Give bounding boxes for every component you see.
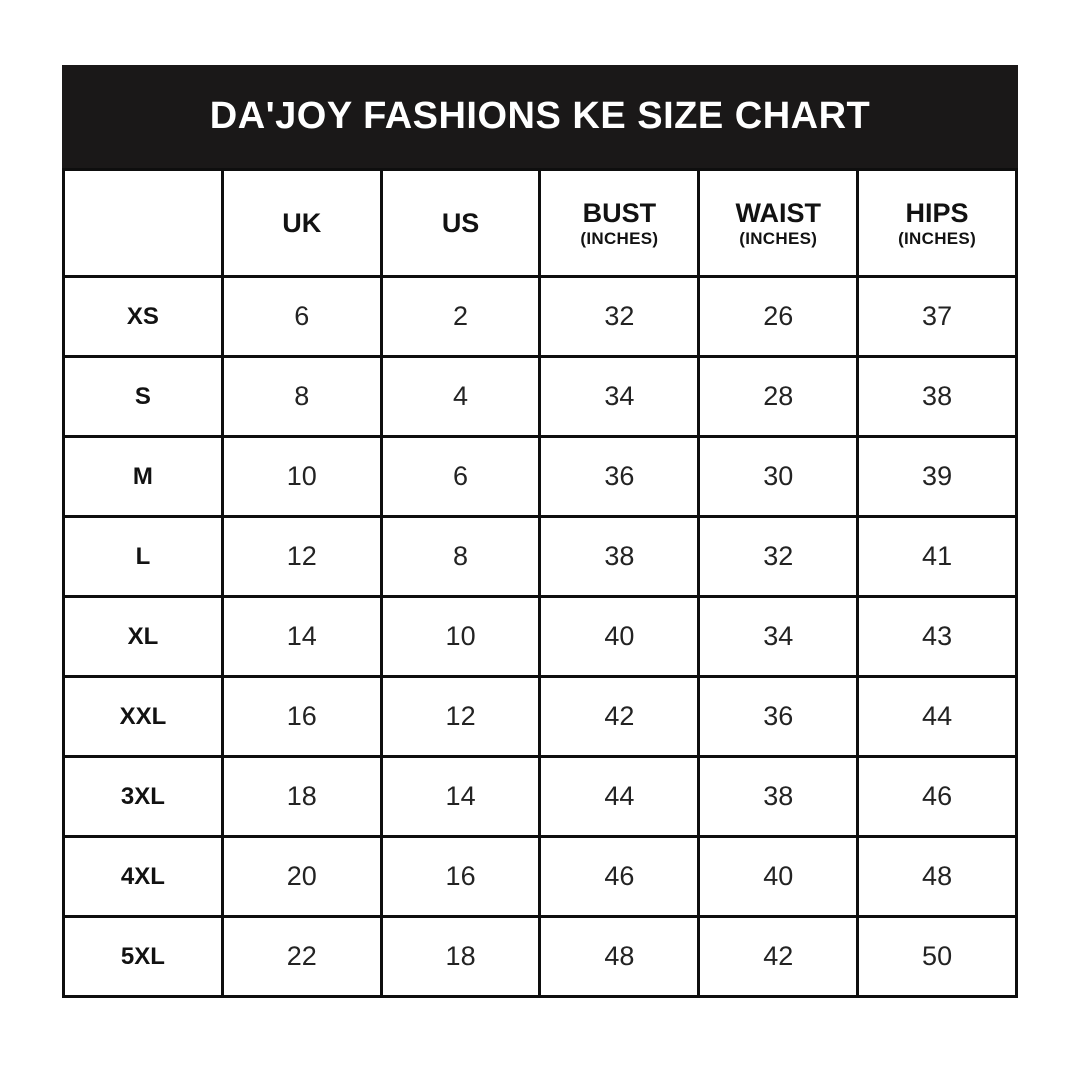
table-row: 4XL 20 16 46 40 48 xyxy=(62,835,1018,918)
hips-value-cell: 48 xyxy=(856,835,1018,918)
uk-value-cell: 10 xyxy=(220,435,383,518)
us-value-cell: 8 xyxy=(379,515,542,598)
uk-value-cell: 18 xyxy=(220,755,383,838)
hips-value-cell: 38 xyxy=(856,355,1018,438)
waist-value-cell: 42 xyxy=(697,915,860,998)
us-value-cell: 12 xyxy=(379,675,542,758)
bust-value-cell: 44 xyxy=(538,755,701,838)
size-label-cell: S xyxy=(62,355,224,438)
header-cell-hips: HIPS (INCHES) xyxy=(856,168,1018,278)
uk-value-cell: 22 xyxy=(220,915,383,998)
header-cell-waist: WAIST (INCHES) xyxy=(697,168,860,278)
header-cell-us: US xyxy=(379,168,542,278)
chart-title: DA'JOY FASHIONS KE SIZE CHART xyxy=(209,95,871,137)
waist-value-cell: 36 xyxy=(697,675,860,758)
table-row: XL 14 10 40 34 43 xyxy=(62,595,1018,678)
us-value-cell: 16 xyxy=(379,835,542,918)
size-label-cell: XS xyxy=(62,275,224,358)
size-label-cell: 5XL xyxy=(62,915,224,998)
waist-value-cell: 38 xyxy=(697,755,860,838)
table-row: 5XL 22 18 48 42 50 xyxy=(62,915,1018,998)
uk-value-cell: 14 xyxy=(220,595,383,678)
uk-value-cell: 16 xyxy=(220,675,383,758)
table-row: M 10 6 36 30 39 xyxy=(62,435,1018,518)
waist-value-cell: 30 xyxy=(697,435,860,518)
us-value-cell: 4 xyxy=(379,355,542,438)
header-sublabel: (INCHES) xyxy=(580,229,659,248)
waist-value-cell: 32 xyxy=(697,515,860,598)
hips-value-cell: 44 xyxy=(856,675,1018,758)
us-value-cell: 2 xyxy=(379,275,542,358)
size-label-cell: L xyxy=(62,515,224,598)
table-row: L 12 8 38 32 41 xyxy=(62,515,1018,598)
hips-value-cell: 46 xyxy=(856,755,1018,838)
size-table-header: UK US BUST (INCHES) WAIST (INCHES) HIPS xyxy=(62,168,1018,278)
size-label-cell: M xyxy=(62,435,224,518)
table-row: XXL 16 12 42 36 44 xyxy=(62,675,1018,758)
header-label: UK xyxy=(282,207,322,238)
header-sublabel: (INCHES) xyxy=(898,229,977,248)
size-table: UK US BUST (INCHES) WAIST (INCHES) HIPS xyxy=(62,168,1018,998)
uk-value-cell: 12 xyxy=(220,515,383,598)
header-label: BUST xyxy=(582,197,657,228)
us-value-cell: 14 xyxy=(379,755,542,838)
us-value-cell: 6 xyxy=(379,435,542,518)
table-row: S 8 4 34 28 38 xyxy=(62,355,1018,438)
hips-value-cell: 41 xyxy=(856,515,1018,598)
header-row: UK US BUST (INCHES) WAIST (INCHES) HIPS xyxy=(62,168,1018,278)
uk-value-cell: 20 xyxy=(220,835,383,918)
size-label-cell: 3XL xyxy=(62,755,224,838)
us-value-cell: 18 xyxy=(379,915,542,998)
bust-value-cell: 38 xyxy=(538,515,701,598)
table-row: 3XL 18 14 44 38 46 xyxy=(62,755,1018,838)
hips-value-cell: 43 xyxy=(856,595,1018,678)
header-cell-uk: UK xyxy=(220,168,383,278)
size-label-cell: XL xyxy=(62,595,224,678)
bust-value-cell: 48 xyxy=(538,915,701,998)
size-label-cell: 4XL xyxy=(62,835,224,918)
size-table-body: XS 6 2 32 26 37 S 8 4 34 28 38 M 10 6 36… xyxy=(62,275,1018,998)
header-cell-size xyxy=(62,168,224,278)
uk-value-cell: 8 xyxy=(220,355,383,438)
header-sublabel: (INCHES) xyxy=(739,229,818,248)
hips-value-cell: 37 xyxy=(856,275,1018,358)
table-row: XS 6 2 32 26 37 xyxy=(62,275,1018,358)
bust-value-cell: 46 xyxy=(538,835,701,918)
chart-title-bar: DA'JOY FASHIONS KE SIZE CHART xyxy=(62,65,1018,168)
bust-value-cell: 40 xyxy=(538,595,701,678)
header-label: WAIST xyxy=(735,197,821,228)
waist-value-cell: 40 xyxy=(697,835,860,918)
waist-value-cell: 26 xyxy=(697,275,860,358)
waist-value-cell: 34 xyxy=(697,595,860,678)
us-value-cell: 10 xyxy=(379,595,542,678)
bust-value-cell: 36 xyxy=(538,435,701,518)
size-label-cell: XXL xyxy=(62,675,224,758)
bust-value-cell: 42 xyxy=(538,675,701,758)
header-label: HIPS xyxy=(905,197,969,228)
waist-value-cell: 28 xyxy=(697,355,860,438)
uk-value-cell: 6 xyxy=(220,275,383,358)
bust-value-cell: 34 xyxy=(538,355,701,438)
hips-value-cell: 50 xyxy=(856,915,1018,998)
header-label: US xyxy=(441,207,480,238)
header-cell-bust: BUST (INCHES) xyxy=(538,168,701,278)
hips-value-cell: 39 xyxy=(856,435,1018,518)
bust-value-cell: 32 xyxy=(538,275,701,358)
size-chart: DA'JOY FASHIONS KE SIZE CHART UK US BUST xyxy=(62,65,1018,998)
